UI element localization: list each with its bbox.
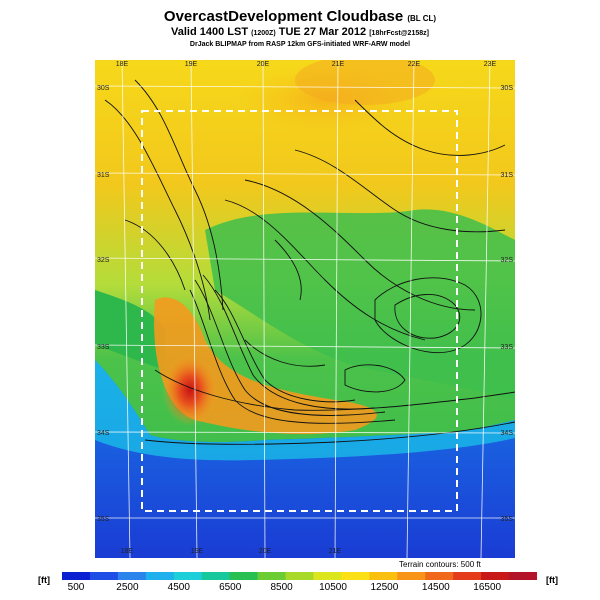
title-suffix: (BL CL) (407, 14, 437, 23)
lon-label-top: 19E (185, 61, 198, 68)
colorbar (62, 572, 537, 580)
lat-label-right: 30S (501, 85, 514, 92)
coastal-band (95, 360, 515, 461)
colorbar-swatch (425, 572, 454, 580)
lat-label-right: 34S (501, 430, 514, 437)
forecast-map: 18E 19E 20E 21E 22E 23E 18E 19E 20E 21E … (95, 60, 515, 558)
colorbar-swatch (313, 572, 342, 580)
model-credit: DrJack BLIPMAP from RASP 12km GFS-initia… (189, 41, 411, 48)
colorbar-label: 2500 (116, 582, 139, 593)
colorbar-swatch (369, 572, 398, 580)
valid-zulu: (1200Z) (251, 30, 276, 37)
sea-field (95, 360, 515, 558)
lat-label-left: 34S (97, 430, 110, 437)
colorbar-swatch (173, 572, 203, 580)
colorbar-swatch (509, 572, 537, 580)
lon-label-top: 23E (484, 61, 497, 68)
colorbar-label: 16500 (473, 582, 502, 593)
colorbar-swatch (397, 572, 426, 580)
valid-prefix: Valid 1400 LST (171, 26, 249, 38)
colorbar-swatch (201, 572, 231, 580)
lat-label-left: 32S (97, 257, 110, 264)
colorbar-swatch (481, 572, 510, 580)
lat-label-left: 35S (97, 516, 110, 523)
valid-forecast: [18hrFcst@2158z] (369, 30, 429, 37)
colorbar-label: 12500 (370, 582, 399, 593)
lon-label-top: 20E (257, 61, 270, 68)
terrain-contours (104, 79, 515, 445)
lat-label-right: 32S (501, 257, 514, 264)
colorbar-swatch (145, 572, 175, 580)
green-west (95, 290, 165, 370)
lon-label-top: 21E (332, 61, 345, 68)
colorbar-swatch (341, 572, 370, 580)
lat-lon-grid (95, 60, 515, 558)
colorbar-swatch (257, 572, 287, 580)
colorbar-label: 500 (67, 582, 85, 593)
colorbar-label: 4500 (167, 582, 190, 593)
green-band (205, 209, 515, 400)
colorbar-swatch (229, 572, 259, 580)
lon-label-top: 22E (408, 61, 421, 68)
orange-north (295, 60, 435, 105)
title-text: OvercastDevelopment Cloudbase (163, 8, 404, 25)
inner-domain-box (141, 110, 458, 512)
colorbar-label: 8500 (270, 582, 293, 593)
lat-label-right: 33S (501, 344, 514, 351)
peak-cloudbase (162, 354, 218, 426)
valid-date: TUE 27 Mar 2012 (278, 26, 367, 38)
lat-label-right: 35S (501, 516, 514, 523)
valid-time-line: Valid 1400 LST (1200Z) TUE 27 Mar 2012 [… (0, 26, 600, 38)
colorbar-unit-right: [ft] (546, 575, 558, 585)
colorbar-swatch (117, 572, 147, 580)
lon-label-bottom: 21E (329, 548, 342, 555)
colorbar-unit-left: [ft] (38, 575, 50, 585)
lat-label-left: 33S (97, 344, 110, 351)
lon-label-bottom: 20E (259, 548, 272, 555)
terrain-contours-note: Terrain contours: 500 ft (399, 560, 481, 569)
map-title: OvercastDevelopment Cloudbase (BL CL) (0, 8, 600, 25)
lat-label-left: 30S (97, 85, 110, 92)
colorbar-swatch (285, 572, 314, 580)
colorbar-swatch (453, 572, 482, 580)
lon-label-top: 18E (116, 61, 129, 68)
colorbar-label: 10500 (319, 582, 347, 593)
lat-label-right: 31S (501, 172, 514, 179)
lat-label-left: 31S (97, 172, 110, 179)
lon-label-bottom: 18E (121, 548, 134, 555)
colorbar-swatch (89, 572, 119, 580)
colorbar-label: 6500 (219, 582, 242, 593)
lon-label-bottom: 19E (191, 548, 204, 555)
colorbar-label: 14500 (421, 582, 450, 593)
colorbar-swatch (62, 572, 91, 580)
